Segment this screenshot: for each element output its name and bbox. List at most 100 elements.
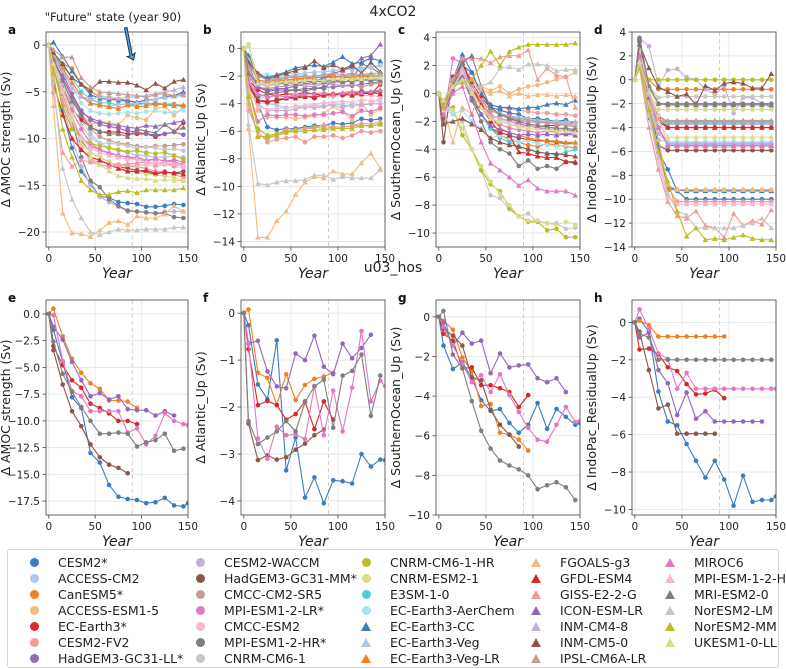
data-point [124, 227, 131, 233]
data-point [703, 77, 708, 83]
data-point [181, 108, 186, 113]
data-point [516, 115, 522, 121]
data-point [180, 76, 187, 82]
data-point [632, 77, 638, 82]
data-point [311, 77, 318, 83]
data-point [302, 179, 308, 185]
data-point [655, 118, 662, 124]
data-point [180, 185, 187, 191]
data-point [115, 79, 122, 85]
data-point [768, 201, 775, 207]
data-point [721, 134, 727, 140]
data-point [349, 122, 355, 128]
data-point [544, 110, 550, 116]
data-point [321, 104, 327, 109]
ytick-label: −6 [611, 146, 627, 158]
data-point [311, 73, 318, 79]
data-point [97, 386, 103, 392]
data-point [469, 52, 475, 58]
series-line [243, 313, 325, 461]
ytick-label: −5 [25, 87, 40, 99]
data-point [572, 126, 579, 132]
series-line [48, 44, 184, 129]
data-point [153, 145, 158, 151]
data-point [79, 89, 84, 95]
data-point [516, 143, 522, 149]
data-point [264, 87, 271, 93]
legend-item: IPSL-CM6A-LR [526, 650, 646, 666]
data-point [768, 207, 775, 213]
data-point [693, 148, 699, 153]
data-point [283, 85, 289, 91]
data-point [544, 154, 550, 160]
data-point [693, 225, 699, 231]
data-point [683, 233, 690, 239]
data-point [646, 44, 652, 49]
data-point [349, 76, 355, 82]
data-point [180, 224, 187, 230]
data-point [330, 111, 336, 116]
data-point [450, 83, 456, 89]
data-point [115, 165, 122, 171]
data-point [246, 323, 251, 328]
data-point [563, 414, 569, 420]
legend-label: HadGEM3-GC31-MM* [224, 570, 357, 586]
data-point [656, 351, 661, 356]
data-point [245, 94, 252, 99]
data-point [87, 91, 94, 97]
future-state-annotation: "Future" state (year 90) [45, 10, 181, 61]
data-point [721, 117, 727, 123]
data-point [712, 87, 718, 93]
data-point [321, 377, 327, 383]
series-line [243, 48, 381, 136]
data-point [265, 456, 270, 462]
data-point [563, 73, 569, 79]
data-point [563, 139, 569, 145]
data-point [525, 425, 531, 431]
data-point [321, 65, 327, 71]
data-point [50, 70, 57, 76]
data-point [377, 77, 384, 83]
data-point [378, 105, 383, 111]
data-point [312, 333, 317, 339]
data-point [656, 77, 661, 83]
data-point [134, 497, 140, 503]
data-point [171, 224, 177, 230]
data-point [554, 222, 559, 227]
data-point [162, 131, 168, 137]
data-point [749, 186, 756, 192]
data-point [46, 311, 52, 317]
x-axis-label: Year [689, 534, 720, 548]
data-point [368, 63, 374, 69]
data-point [264, 98, 271, 104]
data-point [731, 110, 736, 116]
data-point [302, 125, 308, 131]
data-point [525, 135, 531, 141]
circle-marker-icon [190, 636, 210, 648]
data-point [563, 234, 569, 240]
data-point [773, 494, 776, 499]
data-point [507, 463, 512, 468]
data-point [553, 188, 560, 194]
legend-label: MRI-ESM2-0 [694, 586, 769, 602]
data-point [302, 382, 308, 388]
legend-label: ICON-ESM-LR [560, 602, 643, 618]
data-point [674, 431, 680, 437]
data-point [655, 154, 662, 160]
data-point [245, 87, 252, 93]
data-point [749, 235, 756, 241]
data-point [143, 117, 149, 123]
data-point [750, 107, 755, 112]
circle-marker-icon [24, 588, 44, 600]
ytick-label: −1 [220, 355, 235, 367]
data-point [51, 348, 56, 353]
data-point [469, 375, 475, 380]
data-point [487, 90, 494, 96]
data-point [106, 121, 112, 127]
data-point [693, 431, 699, 437]
data-point [572, 124, 579, 130]
data-point [506, 104, 513, 110]
data-point [563, 122, 569, 128]
data-point [506, 121, 513, 127]
data-point [730, 102, 737, 108]
